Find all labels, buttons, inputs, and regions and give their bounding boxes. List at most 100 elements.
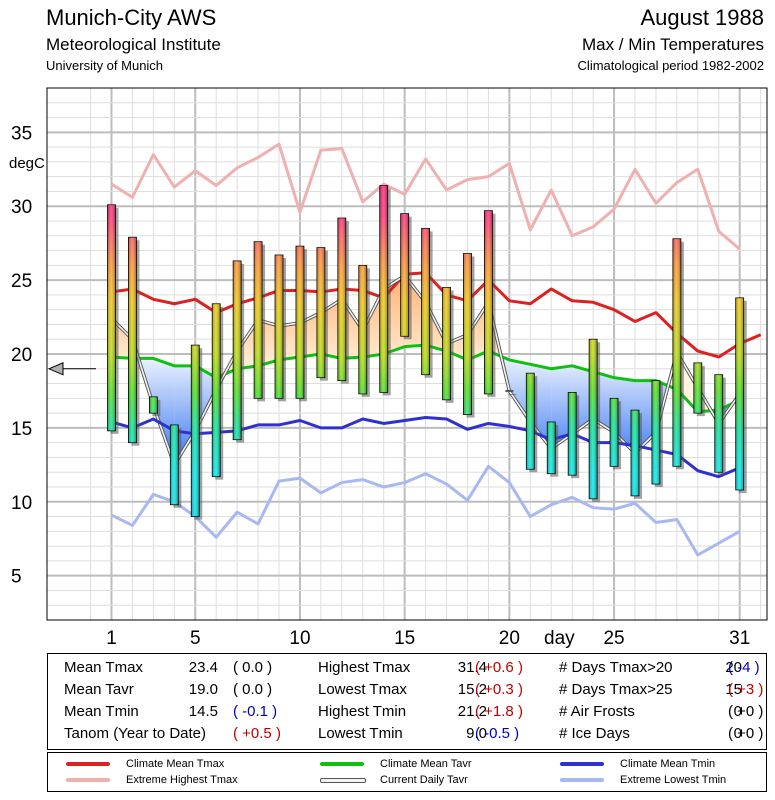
- legend-label: Climate Mean Tmax: [126, 758, 225, 770]
- stats-row: Mean Tavr 19.0 ( 0.0 ) Lowest Tmax 15.2( +0.…: [48, 680, 766, 700]
- legend-swatch: [560, 762, 604, 766]
- stats-panel: Mean Tmax 23.4( 0.0 ) Highest Tmax 31.4( +0…: [47, 653, 767, 750]
- bar-highlight: [589, 339, 598, 499]
- bar-highlight: [400, 213, 409, 337]
- extreme-highest-tmax-line: [110, 142, 741, 251]
- count-stat-value: 0: [733, 703, 742, 720]
- legend-item: Climate Mean Tmin: [560, 757, 750, 771]
- x-tick-label: 1: [106, 628, 117, 649]
- mean-stat-anomaly: ( -0.1 ): [233, 703, 278, 720]
- bar-highlight: [568, 392, 577, 476]
- bar-highlight: [421, 228, 430, 375]
- bar-shadow: [508, 393, 517, 395]
- mean-stat-anomaly: ( +0.5 ): [233, 725, 281, 742]
- extreme-stat-label: Highest Tmin: [318, 703, 407, 720]
- count-stat-label: # Days Tmax>25: [559, 681, 673, 698]
- y-tick-label: 20: [11, 345, 32, 366]
- y-axis-label: degC: [9, 155, 45, 172]
- mean-stat-label: Mean Tmin: [64, 703, 139, 720]
- mean-stat-label: Mean Tmax: [64, 659, 143, 676]
- bar-highlight: [191, 345, 200, 517]
- bar-highlight: [107, 204, 116, 431]
- legend-swatch: [66, 778, 110, 782]
- count-stat-label: # Air Frosts: [559, 703, 635, 720]
- legend-item: Climate Mean Tavr: [320, 757, 510, 771]
- bar-highlight: [149, 396, 158, 414]
- extreme-stat-label: Lowest Tmax: [318, 681, 407, 698]
- mean-stat-value: 19.0: [188, 681, 218, 698]
- extreme-stat-value: 21.2: [457, 703, 487, 720]
- mean-stat-label: Tanom (Year to Date): [64, 725, 207, 742]
- legend-swatch: [320, 778, 366, 783]
- bar-highlight: [379, 185, 388, 393]
- legend-item: Climate Mean Tmax: [66, 757, 256, 771]
- bar-highlight: [170, 424, 179, 505]
- bar-highlight: [463, 253, 472, 415]
- extreme-stat-anomaly: ( +0.3 ): [475, 681, 523, 698]
- legend-item: Extreme Lowest Tmin: [560, 773, 750, 787]
- mean-marker-arrow: [47, 362, 64, 376]
- university-title: University of Munich: [46, 58, 164, 73]
- bar-highlight: [547, 421, 556, 474]
- mean-stat-value: 14.5: [188, 703, 218, 720]
- y-tick-label: 15: [11, 419, 32, 440]
- extreme-stat-label: Highest Tmax: [318, 659, 411, 676]
- count-stat-value: 20: [725, 659, 742, 676]
- legend-swatch: [320, 762, 364, 766]
- bar-highlight: [631, 410, 639, 496]
- bar-highlight: [651, 380, 660, 485]
- extreme-stat-anomaly: ( +0.6 ): [475, 659, 523, 676]
- x-tick-label: 31: [729, 628, 750, 649]
- bar-highlight: [526, 373, 535, 470]
- y-tick-label: 30: [11, 197, 32, 218]
- count-stat-label: # Days Tmax>20: [559, 659, 673, 676]
- extreme-stat-value: 9.0: [466, 725, 487, 742]
- extreme-stat-anomaly: ( -0.5 ): [475, 725, 520, 742]
- bar-highlight: [254, 241, 263, 399]
- bar-highlight: [610, 398, 619, 467]
- count-stat-anomaly: ( -4 ): [728, 659, 760, 676]
- x-tick-label: 25: [603, 628, 624, 649]
- stats-row: Tanom (Year to Date) ( +0.5 ) Lowest Tmin 9…: [48, 724, 766, 744]
- legend-label: Current Daily Tavr: [380, 774, 468, 786]
- y-tick-label: 10: [11, 493, 32, 514]
- chart-subtitle: Max / Min Temperatures: [581, 35, 764, 54]
- warm-anomaly-fill: [446, 334, 468, 360]
- y-tick-label: 5: [11, 567, 22, 588]
- bar-highlight: [714, 374, 723, 473]
- station-title: Munich-City AWS: [46, 5, 217, 30]
- bar-highlight: [442, 287, 451, 400]
- x-axis-label: day: [544, 628, 575, 649]
- bar-highlight: [233, 260, 242, 440]
- bar-highlight: [484, 210, 493, 394]
- count-stat-anomaly: ( +3 ): [728, 681, 764, 698]
- legend-item: Extreme Highest Tmax: [66, 773, 256, 787]
- bar-highlight: [693, 362, 702, 414]
- mean-stat-label: Mean Tavr: [64, 681, 134, 698]
- count-stat-anomaly: ( +0 ): [728, 703, 764, 720]
- legend-swatch: [66, 762, 110, 766]
- legend-item: Current Daily Tavr: [320, 773, 510, 787]
- bar-highlight: [337, 218, 346, 381]
- x-tick-label: 15: [394, 628, 415, 649]
- x-tick-label: 10: [289, 628, 310, 649]
- y-tick-label: 35: [11, 123, 32, 144]
- climatology-period: Climatological period 1982-2002: [577, 58, 764, 73]
- mean-stat-anomaly: ( 0.0 ): [233, 659, 273, 676]
- count-stat-value: 15: [725, 681, 742, 698]
- period-title: August 1988: [640, 5, 764, 30]
- legend-label: Climate Mean Tavr: [380, 758, 472, 770]
- cool-anomaly-fill: [153, 358, 175, 465]
- y-tick-label: 25: [11, 271, 32, 292]
- legend-label: Extreme Highest Tmax: [126, 774, 238, 786]
- bar-highlight: [735, 297, 744, 490]
- bar-highlight: [316, 247, 325, 378]
- bar-highlight: [358, 265, 367, 394]
- extreme-stat-value: 15.2: [457, 681, 487, 698]
- legend-label: Climate Mean Tmin: [620, 758, 716, 770]
- extreme-stat-label: Lowest Tmin: [318, 725, 403, 742]
- x-tick-label: 5: [190, 628, 201, 649]
- stats-row: Mean Tmax 23.4 ( 0.0 ) Highest Tmax 31.4( +0…: [48, 658, 766, 678]
- stats-row: Mean Tmin 14.5 ( -0.1 ) Highest Tmin 21.2 ( +…: [48, 702, 766, 722]
